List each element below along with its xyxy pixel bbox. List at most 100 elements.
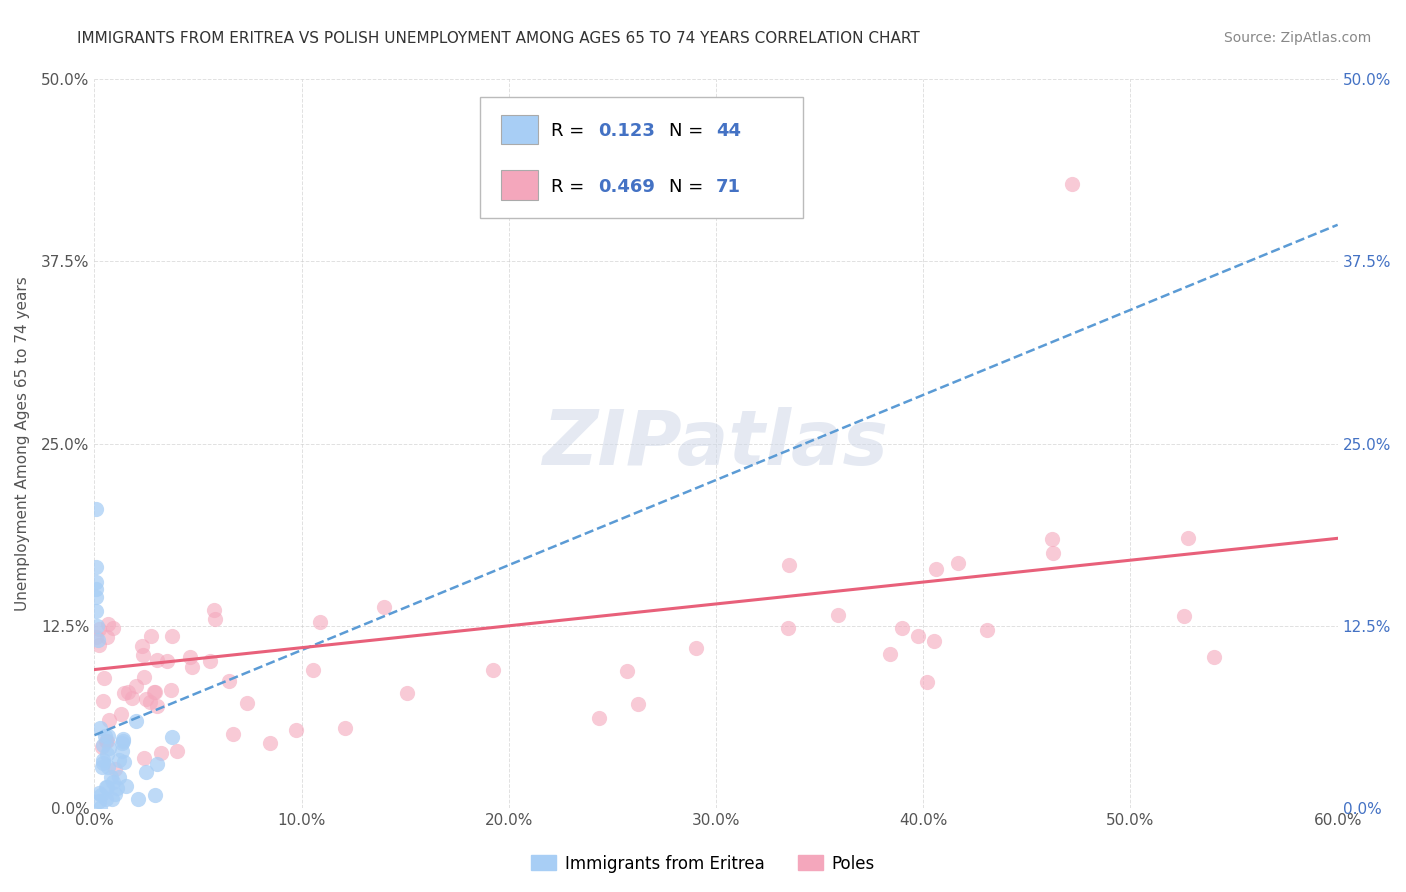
Point <box>132 648 155 662</box>
Point <box>90 740 112 755</box>
FancyBboxPatch shape <box>501 114 538 145</box>
Point <box>84 604 107 618</box>
Point <box>922 634 945 648</box>
Text: 0.469: 0.469 <box>598 178 655 196</box>
Point <box>84 502 107 516</box>
Text: R =: R = <box>551 122 589 140</box>
Point <box>200 654 222 668</box>
Point <box>84 582 107 597</box>
Point <box>396 686 419 700</box>
Point <box>335 721 357 735</box>
Point <box>160 731 183 745</box>
Point <box>891 621 914 635</box>
Point <box>925 562 948 576</box>
Point <box>135 764 157 779</box>
Point <box>105 780 128 795</box>
Point <box>96 734 118 748</box>
Point <box>179 650 201 665</box>
Point <box>84 590 107 604</box>
Point <box>110 707 132 722</box>
Point <box>145 756 167 771</box>
Point <box>236 696 259 710</box>
Point <box>616 664 638 678</box>
Point <box>111 736 134 750</box>
Point <box>181 660 204 674</box>
Point <box>146 699 169 714</box>
Point <box>302 663 325 677</box>
Point <box>259 736 281 750</box>
Point <box>166 744 188 758</box>
Point <box>112 686 135 700</box>
Point <box>1202 649 1225 664</box>
Text: 71: 71 <box>716 178 741 196</box>
Point <box>93 672 115 686</box>
Point <box>100 770 122 784</box>
Point <box>97 760 120 774</box>
Legend: Immigrants from Eritrea, Poles: Immigrants from Eritrea, Poles <box>524 848 882 880</box>
Point <box>685 641 707 656</box>
Point <box>111 744 134 758</box>
Point <box>135 692 157 706</box>
FancyBboxPatch shape <box>501 170 538 200</box>
Point <box>204 612 226 626</box>
Point <box>1177 531 1199 545</box>
Point <box>160 683 183 698</box>
Point <box>94 780 117 795</box>
Point <box>915 674 938 689</box>
Point <box>90 788 112 802</box>
Point <box>976 624 998 638</box>
Point <box>627 697 650 711</box>
Point <box>946 557 969 571</box>
Point <box>139 629 162 643</box>
Point <box>87 787 110 801</box>
Point <box>373 600 395 615</box>
Point <box>98 740 121 755</box>
Point <box>112 731 135 746</box>
Point <box>84 560 107 574</box>
Point <box>202 603 225 617</box>
Y-axis label: Unemployment Among Ages 65 to 74 years: Unemployment Among Ages 65 to 74 years <box>15 277 30 611</box>
Point <box>97 617 120 632</box>
Point <box>94 792 117 806</box>
Point <box>89 801 111 815</box>
Point <box>91 760 114 774</box>
Point <box>221 727 243 741</box>
Text: N =: N = <box>669 178 709 196</box>
Point <box>132 751 155 765</box>
Point <box>87 622 110 636</box>
Point <box>1040 532 1063 546</box>
Point <box>127 791 149 805</box>
Point <box>86 619 108 633</box>
Point <box>94 734 117 748</box>
Point <box>160 629 183 643</box>
Point <box>1062 177 1084 191</box>
Text: N =: N = <box>669 122 709 140</box>
Point <box>588 711 610 725</box>
Point <box>97 729 120 743</box>
Point <box>101 775 124 789</box>
Point <box>309 615 332 629</box>
Point <box>284 723 307 737</box>
Point <box>89 721 111 735</box>
Point <box>778 558 800 572</box>
Point <box>143 788 166 802</box>
Point <box>114 779 136 793</box>
Point <box>100 792 122 806</box>
FancyBboxPatch shape <box>479 97 803 218</box>
Text: IMMIGRANTS FROM ERITREA VS POLISH UNEMPLOYMENT AMONG AGES 65 TO 74 YEARS CORRELA: IMMIGRANTS FROM ERITREA VS POLISH UNEMPL… <box>77 31 920 46</box>
Point <box>907 629 929 643</box>
Text: Source: ZipAtlas.com: Source: ZipAtlas.com <box>1223 31 1371 45</box>
Text: ZIPatlas: ZIPatlas <box>543 407 889 481</box>
Point <box>142 685 165 699</box>
Point <box>134 670 156 684</box>
Point <box>481 663 503 677</box>
Point <box>117 685 139 699</box>
Point <box>87 794 110 808</box>
Point <box>98 713 121 727</box>
Point <box>84 575 107 590</box>
Point <box>131 640 153 654</box>
Point <box>87 638 110 652</box>
Point <box>121 690 143 705</box>
Point <box>104 762 127 776</box>
Text: R =: R = <box>551 178 589 196</box>
